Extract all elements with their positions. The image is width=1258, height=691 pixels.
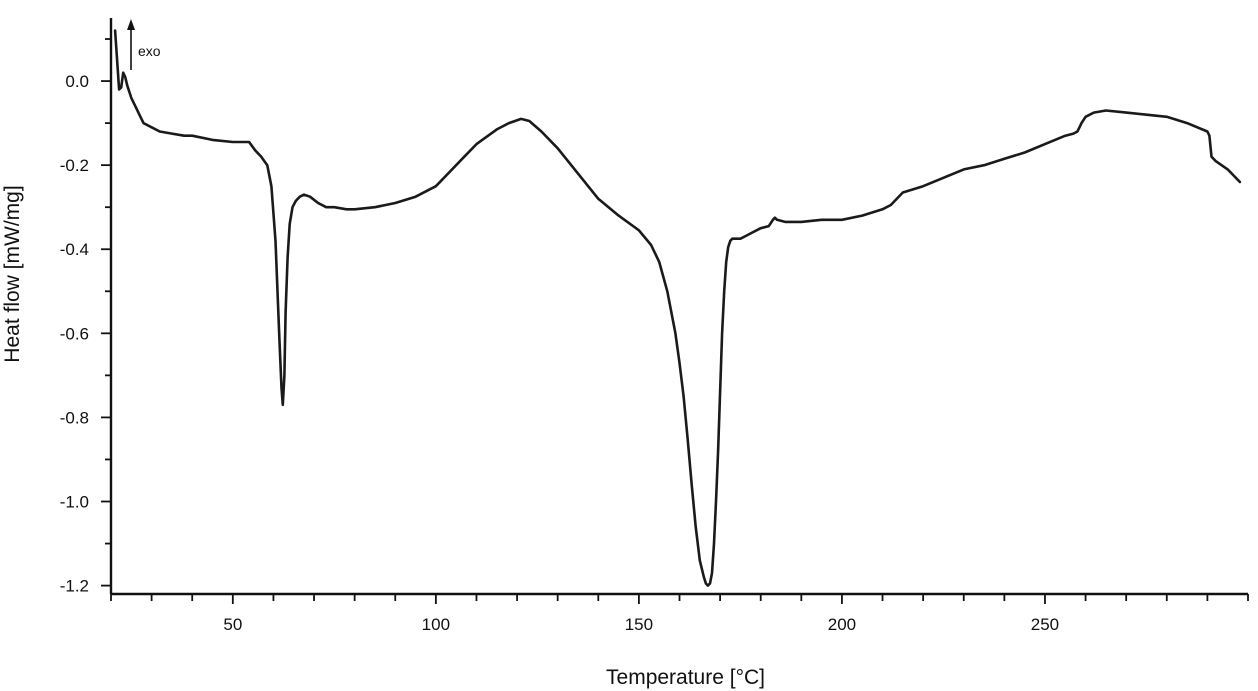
y-tick-label: 0.0 — [65, 72, 89, 91]
y-tick-label: -0.4 — [60, 240, 89, 259]
y-axis: 0.0 -0.2 -0.4 -0.6 -0.8 -1.0 -1.2 — [60, 18, 113, 596]
exo-arrowhead-icon — [127, 19, 135, 30]
x-tick-label: 100 — [422, 615, 450, 634]
heat-flow-curve — [113, 29, 1242, 587]
x-tick-label: 200 — [828, 615, 856, 634]
y-tick-label: -1.0 — [60, 493, 89, 512]
exo-annotation: exo — [127, 19, 161, 70]
y-tick-label: -1.2 — [60, 577, 89, 596]
x-tick-label: 250 — [1031, 615, 1059, 634]
y-tick-label: -0.6 — [60, 324, 89, 343]
x-tick-label: 150 — [625, 615, 653, 634]
y-tick-label: -0.2 — [60, 156, 89, 175]
x-tick-label: 50 — [223, 615, 242, 634]
x-axis-title: Temperature [°C] — [606, 666, 765, 689]
exo-label: exo — [138, 43, 161, 59]
y-tick-label: -0.8 — [60, 408, 89, 427]
y-axis-title: Heat flow [mW/mg] — [1, 185, 24, 362]
x-axis: 50 100 150 200 250 — [110, 592, 1249, 634]
